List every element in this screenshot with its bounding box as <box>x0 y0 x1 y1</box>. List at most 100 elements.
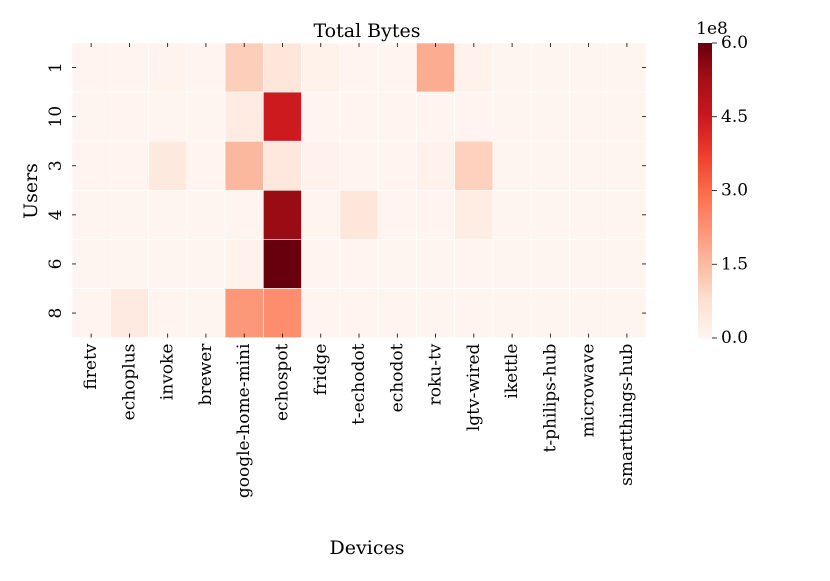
heatmap-cell <box>377 140 417 191</box>
heatmap-cell <box>263 288 302 338</box>
heatmap-cell <box>186 190 226 240</box>
heatmap-cell <box>109 91 149 142</box>
colorbar-tick-label: 0.0 <box>721 328 748 348</box>
heatmap-cell <box>416 239 455 289</box>
heatmap-cell <box>301 190 341 240</box>
x-axis-ticks: firetv echoplus invoke brewer google-home-mi… <box>81 43 637 498</box>
heatmap-cell <box>186 239 226 289</box>
heatmap-cell <box>377 239 417 289</box>
colorbar-tick-label: 6.0 <box>721 33 748 53</box>
heatmap-cell <box>416 91 455 142</box>
heatmap-cell <box>607 239 647 289</box>
heatmap-cell <box>416 42 455 93</box>
heatmap-cell <box>607 140 647 191</box>
x-tick-label: fridge <box>311 344 331 396</box>
y-tick-label: 1 <box>46 62 66 73</box>
heatmap-cell <box>263 140 302 191</box>
heatmap-cell <box>301 91 341 142</box>
heatmap-cell <box>224 91 264 142</box>
heatmap-cell <box>530 140 570 191</box>
x-tick-label: roku-tv <box>426 343 446 405</box>
heatmap-cell <box>186 91 226 142</box>
heatmap-cell <box>377 42 417 93</box>
heatmap-cell <box>71 190 111 240</box>
heatmap-cell <box>454 140 494 191</box>
x-tick-label: microwave <box>579 344 599 438</box>
heatmap-cell <box>607 288 647 338</box>
heatmap-cell <box>454 91 494 142</box>
x-axis-title: Devices <box>330 537 405 559</box>
heatmap-cell <box>569 288 609 338</box>
heatmap-cell <box>224 42 264 93</box>
heatmap-cell <box>492 140 532 191</box>
heatmap-cell <box>148 42 188 93</box>
heatmap-cell <box>148 239 188 289</box>
y-axis-title: Users <box>20 163 42 219</box>
heatmap-cell <box>301 140 341 191</box>
heatmap-cell <box>416 140 455 191</box>
heatmap-cell <box>263 239 302 289</box>
x-tick-label: firetv <box>81 343 101 389</box>
heatmap-cell <box>530 239 570 289</box>
x-tick-label: echodot <box>387 343 407 412</box>
heatmap-cell <box>148 288 188 338</box>
heatmap-cell <box>263 42 302 93</box>
heatmap-cell <box>607 42 647 93</box>
heatmap-cell <box>416 190 455 240</box>
heatmap-cell <box>569 239 609 289</box>
x-tick-label: brewer <box>196 343 216 406</box>
heatmap-cell <box>109 288 149 338</box>
heatmap-cell <box>263 91 302 142</box>
colorbar-tick-label: 3.0 <box>721 181 748 201</box>
heatmap-cell <box>530 288 570 338</box>
colorbar-tick-label: 4.5 <box>721 107 748 127</box>
heatmap-cell <box>454 288 494 338</box>
heatmap-cell <box>377 91 417 142</box>
heatmap-cell <box>454 239 494 289</box>
y-tick-label: 6 <box>46 259 66 270</box>
colorbar: 1e8 0.0 1.5 3.0 4.5 6.0 <box>696 19 748 348</box>
x-tick-label: ikettle <box>502 344 522 399</box>
colorbar-gradient <box>698 43 712 338</box>
heatmap-cell <box>607 91 647 142</box>
chart-title: Total Bytes <box>313 20 420 42</box>
heatmap-cell <box>569 140 609 191</box>
y-tick-label: 8 <box>46 308 66 319</box>
heatmap-cell <box>339 91 379 142</box>
heatmap-cell <box>492 239 532 289</box>
y-tick-label: 4 <box>46 209 66 220</box>
heatmap-cell <box>109 42 149 93</box>
heatmap-cell <box>454 42 494 93</box>
heatmap-cell <box>377 288 417 338</box>
y-tick-label: 10 <box>46 106 66 128</box>
heatmap-cell <box>339 288 379 338</box>
heatmap-cell <box>416 288 455 338</box>
heatmap-cell <box>301 239 341 289</box>
heatmap-cell <box>71 91 111 142</box>
heatmap-cell <box>109 140 149 191</box>
heatmap-cell <box>109 239 149 289</box>
heatmap-cell <box>530 42 570 93</box>
heatmap-cell <box>492 288 532 338</box>
heatmap-cells <box>71 42 647 338</box>
heatmap-cell <box>301 42 341 93</box>
heatmap-cell <box>109 190 149 240</box>
heatmap-cell <box>492 91 532 142</box>
colorbar-scale-label: 1e8 <box>696 19 728 39</box>
heatmap-cell <box>263 190 302 240</box>
x-tick-label: t-echodot <box>349 343 369 424</box>
heatmap-cell <box>224 288 264 338</box>
x-tick-label: echospot <box>272 343 292 421</box>
heatmap-cell <box>607 190 647 240</box>
heatmap-cell <box>186 288 226 338</box>
y-tick-label: 3 <box>46 160 66 171</box>
x-tick-label: t-philips-hub <box>540 343 560 452</box>
heatmap-cell <box>530 91 570 142</box>
heatmap-cell <box>224 239 264 289</box>
heatmap-cell <box>492 42 532 93</box>
heatmap-cell <box>224 140 264 191</box>
heatmap-cell <box>569 190 609 240</box>
x-tick-label: echoplus <box>119 344 139 421</box>
heatmap-cell <box>148 140 188 191</box>
